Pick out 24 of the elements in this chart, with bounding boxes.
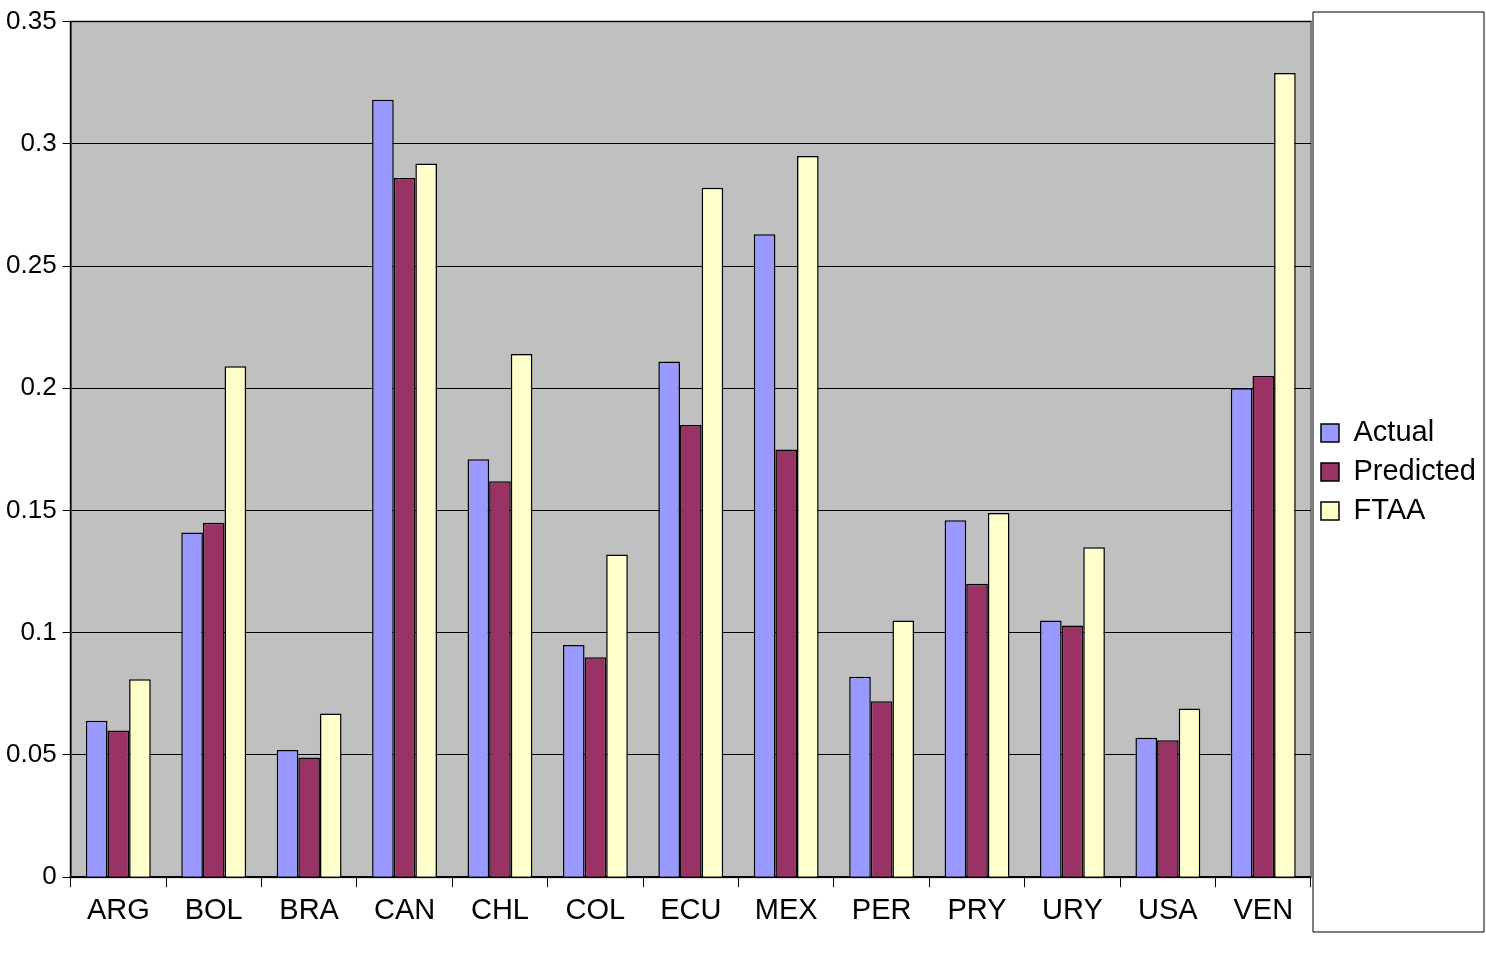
y-tick-label: 0.05 bbox=[5, 738, 57, 769]
legend-label: Predicted bbox=[1353, 454, 1476, 486]
y-tick-label: 0.1 bbox=[20, 615, 57, 646]
y-tick-label: 0 bbox=[42, 860, 57, 891]
x-tick-label: CAN bbox=[373, 892, 436, 925]
y-tick-label: 0.15 bbox=[5, 493, 57, 524]
x-tick-label: COL bbox=[565, 892, 626, 925]
x-tick-label: MEX bbox=[754, 892, 818, 925]
y-tick-label: 0.35 bbox=[5, 4, 57, 35]
x-tick-label: ECU bbox=[660, 892, 722, 925]
y-tick-label: 0.3 bbox=[20, 127, 57, 157]
x-tick-label: CHL bbox=[470, 892, 529, 925]
y-tick-label: 0.2 bbox=[20, 371, 57, 402]
legend-label: Actual bbox=[1353, 415, 1435, 447]
x-tick-label: PER bbox=[851, 892, 912, 925]
x-tick-label: ARG bbox=[86, 892, 150, 925]
x-tick-label: BOL bbox=[184, 892, 243, 925]
legend-label: FTAA bbox=[1353, 493, 1427, 525]
x-tick-label: PRY bbox=[947, 892, 1007, 925]
x-tick-label: USA bbox=[1138, 892, 1199, 925]
y-tick-label: 0.25 bbox=[5, 249, 57, 280]
x-tick-label: URY bbox=[1042, 892, 1103, 925]
x-tick-label: BRA bbox=[279, 892, 340, 925]
x-tick-label: VEN bbox=[1233, 892, 1294, 925]
